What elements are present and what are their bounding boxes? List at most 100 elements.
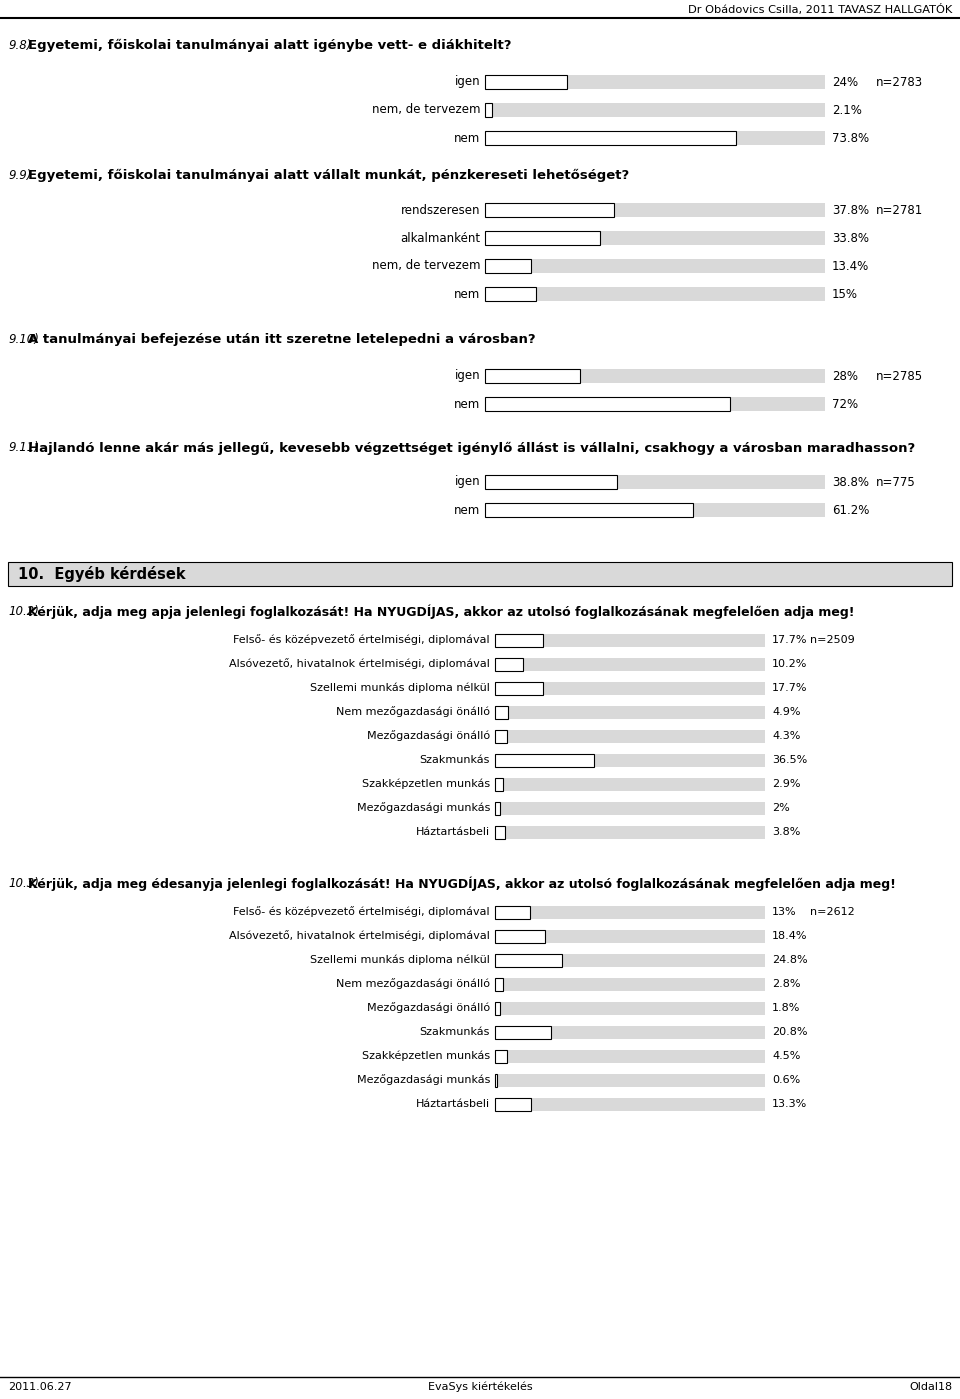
Text: 1.8%: 1.8% bbox=[772, 1003, 801, 1013]
Text: Szellemi munkás diploma nélkül: Szellemi munkás diploma nélkül bbox=[310, 683, 490, 694]
Bar bbox=[495, 634, 765, 646]
Text: 2.8%: 2.8% bbox=[772, 979, 801, 989]
Bar bbox=[485, 476, 617, 490]
Text: Háztartásbeli: Háztartásbeli bbox=[416, 1100, 490, 1109]
Bar bbox=[495, 1025, 765, 1038]
Text: 73.8%: 73.8% bbox=[832, 132, 869, 144]
Text: 24%: 24% bbox=[832, 76, 858, 88]
Bar bbox=[495, 1073, 496, 1087]
Bar bbox=[495, 905, 530, 919]
Bar bbox=[495, 954, 765, 967]
Bar bbox=[495, 754, 765, 767]
Text: Mezőgazdasági munkás: Mezőgazdasági munkás bbox=[356, 1074, 490, 1086]
Bar bbox=[485, 203, 825, 217]
Bar bbox=[495, 954, 562, 967]
Text: 9.11): 9.11) bbox=[8, 442, 38, 455]
Bar bbox=[495, 929, 544, 943]
Text: 9.9): 9.9) bbox=[8, 168, 32, 182]
Text: 10.3): 10.3) bbox=[8, 877, 38, 891]
Bar bbox=[485, 231, 825, 245]
Text: 0.6%: 0.6% bbox=[772, 1074, 801, 1086]
Bar bbox=[495, 978, 765, 990]
Text: nem, de tervezem: nem, de tervezem bbox=[372, 259, 480, 273]
Text: Alsóvezető, hivatalnok értelmiségi, diplomával: Alsóvezető, hivatalnok értelmiségi, dipl… bbox=[229, 930, 490, 942]
Text: Háztartásbeli: Háztartásbeli bbox=[416, 827, 490, 837]
Bar bbox=[495, 1025, 551, 1038]
Text: Hajlandó lenne akár más jellegű, kevesebb végzettséget igénylő állást is vállaln: Hajlandó lenne akár más jellegű, keveseb… bbox=[28, 442, 915, 455]
Text: 17.7%: 17.7% bbox=[772, 635, 807, 645]
Bar bbox=[485, 132, 825, 145]
Text: igen: igen bbox=[454, 476, 480, 488]
Bar bbox=[495, 778, 503, 790]
Text: 9.10): 9.10) bbox=[8, 333, 38, 347]
Text: Nem mezőgazdasági önálló: Nem mezőgazdasági önálló bbox=[336, 978, 490, 989]
Bar bbox=[495, 1073, 765, 1087]
Text: Szakmunkás: Szakmunkás bbox=[420, 1027, 490, 1037]
Text: nem, de tervezem: nem, de tervezem bbox=[372, 104, 480, 116]
Text: alkalmanként: alkalmanként bbox=[400, 231, 480, 245]
Bar bbox=[495, 681, 765, 694]
Bar bbox=[495, 929, 765, 943]
Bar bbox=[495, 729, 765, 743]
Bar bbox=[485, 132, 736, 145]
Text: 9.8): 9.8) bbox=[8, 39, 32, 52]
Bar bbox=[495, 825, 505, 838]
Text: Felső- és középvezető értelmiségi, diplomával: Felső- és középvezető értelmiségi, diplo… bbox=[233, 907, 490, 918]
Text: nem: nem bbox=[454, 288, 480, 301]
Bar bbox=[495, 1002, 765, 1014]
Text: 36.5%: 36.5% bbox=[772, 755, 807, 765]
Bar bbox=[495, 658, 522, 670]
Bar bbox=[495, 634, 542, 646]
Bar bbox=[485, 476, 825, 490]
Text: 2%: 2% bbox=[772, 803, 790, 813]
Text: 13.4%: 13.4% bbox=[832, 259, 869, 273]
Bar bbox=[495, 778, 765, 790]
Text: 37.8%: 37.8% bbox=[832, 203, 869, 217]
Text: 28%: 28% bbox=[832, 369, 858, 382]
Bar bbox=[485, 287, 825, 301]
Bar bbox=[485, 369, 825, 383]
Text: 4.5%: 4.5% bbox=[772, 1051, 801, 1060]
Text: n=775: n=775 bbox=[876, 476, 916, 488]
Bar bbox=[495, 802, 500, 814]
Bar bbox=[485, 397, 825, 411]
Text: 13%: 13% bbox=[772, 907, 797, 916]
Bar bbox=[495, 978, 503, 990]
Bar bbox=[495, 705, 765, 719]
Bar bbox=[495, 1049, 765, 1062]
Bar bbox=[485, 287, 536, 301]
Text: nem: nem bbox=[454, 397, 480, 410]
Bar bbox=[485, 76, 566, 90]
Bar bbox=[495, 905, 765, 919]
Text: 2011.06.27: 2011.06.27 bbox=[8, 1382, 72, 1392]
Bar bbox=[485, 504, 825, 518]
Text: Szakmunkás: Szakmunkás bbox=[420, 755, 490, 765]
Text: 2.9%: 2.9% bbox=[772, 779, 801, 789]
Bar bbox=[485, 259, 531, 273]
Text: Kérjük, adja meg édesanyja jelenlegi foglalkozását! Ha NYUGDÍJAS, akkor az utols: Kérjük, adja meg édesanyja jelenlegi fog… bbox=[28, 877, 896, 891]
Text: 33.8%: 33.8% bbox=[832, 231, 869, 245]
Text: n=2612: n=2612 bbox=[810, 907, 854, 916]
Text: 20.8%: 20.8% bbox=[772, 1027, 807, 1037]
Text: Felső- és középvezető értelmiségi, diplomával: Felső- és középvezető értelmiségi, diplo… bbox=[233, 635, 490, 645]
Bar bbox=[485, 76, 825, 90]
Text: 13.3%: 13.3% bbox=[772, 1100, 807, 1109]
Bar bbox=[495, 658, 765, 670]
Text: nem: nem bbox=[454, 504, 480, 516]
Text: igen: igen bbox=[454, 76, 480, 88]
Bar bbox=[495, 681, 542, 694]
Bar bbox=[485, 203, 613, 217]
Text: Egyetemi, főiskolai tanulmányai alatt igénybe vett- e diákhitelt?: Egyetemi, főiskolai tanulmányai alatt ig… bbox=[28, 38, 512, 52]
Text: Egyetemi, főiskolai tanulmányai alatt vállalt munkát, pénzkereseti lehetőséget?: Egyetemi, főiskolai tanulmányai alatt vá… bbox=[28, 168, 629, 182]
Text: Nem mezőgazdasági önálló: Nem mezőgazdasági önálló bbox=[336, 706, 490, 718]
Text: nem: nem bbox=[454, 132, 480, 144]
Bar bbox=[495, 754, 593, 767]
Text: 24.8%: 24.8% bbox=[772, 956, 807, 965]
Bar bbox=[485, 231, 600, 245]
Bar bbox=[485, 397, 730, 411]
Text: Kérjük, adja meg apja jelenlegi foglalkozását! Ha NYUGDÍJAS, akkor az utolsó fog: Kérjük, adja meg apja jelenlegi foglalko… bbox=[28, 604, 854, 620]
Text: 4.3%: 4.3% bbox=[772, 732, 801, 741]
Text: 10.2): 10.2) bbox=[8, 606, 38, 618]
Text: Mezőgazdasági önálló: Mezőgazdasági önálló bbox=[367, 730, 490, 741]
Text: 3.8%: 3.8% bbox=[772, 827, 801, 837]
